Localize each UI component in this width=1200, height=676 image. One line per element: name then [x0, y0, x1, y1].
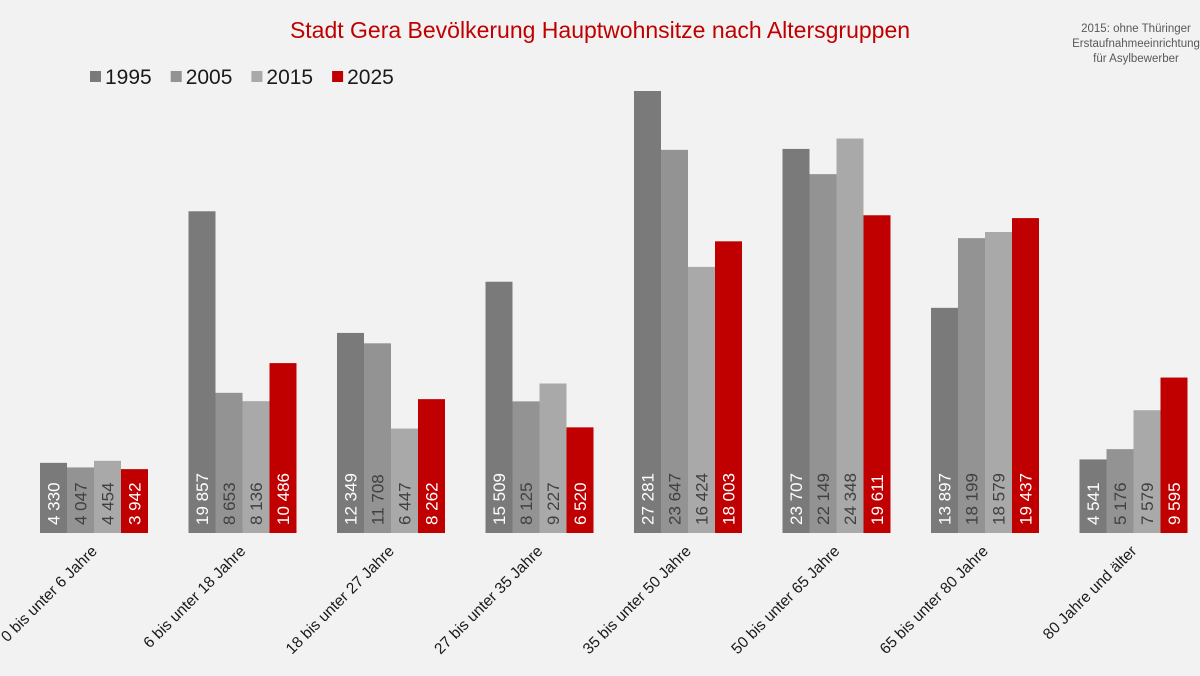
legend-swatch — [332, 71, 344, 82]
data-label: 4 541 — [1084, 482, 1103, 525]
bar-2015 — [94, 460, 121, 533]
bar-2015 — [242, 401, 270, 533]
bar-2015 — [836, 138, 864, 533]
category-label: 50 bis unter 65 Jahre — [728, 543, 843, 658]
bar-2015 — [1133, 410, 1161, 533]
legend-label: 1995 — [105, 66, 152, 89]
category-label: 80 Jahre und älter — [1040, 543, 1140, 643]
bar-1995 — [40, 462, 67, 533]
data-label: 18 199 — [963, 473, 982, 525]
legend-swatch — [170, 71, 182, 82]
data-label: 4 047 — [72, 482, 91, 525]
category-label: 0 bis unter 6 Jahre — [0, 543, 101, 646]
legend-item-2005: 2005 — [170, 66, 233, 89]
legend-swatch — [90, 71, 101, 82]
data-label: 8 136 — [247, 482, 266, 525]
data-label: 9 227 — [544, 482, 563, 525]
data-label: 8 653 — [220, 482, 239, 525]
data-label: 18 003 — [720, 473, 739, 525]
bar-1995 — [782, 148, 810, 533]
data-label: 9 595 — [1165, 482, 1184, 525]
bar-2015 — [539, 383, 567, 533]
bar-2005 — [215, 392, 243, 533]
bar-2005 — [809, 174, 837, 533]
legend-item-2025: 2025 — [332, 66, 394, 89]
chart-title: Stadt Gera Bevölkerung Hauptwohnsitze na… — [290, 17, 910, 43]
data-label: 27 281 — [639, 473, 658, 525]
data-label: 23 647 — [666, 473, 685, 525]
data-label: 16 424 — [693, 473, 712, 525]
bar-2005 — [1106, 449, 1134, 533]
bar-2025 — [418, 399, 445, 533]
data-label: 22 149 — [814, 473, 833, 525]
bar-1995 — [1079, 459, 1107, 533]
legend-item-2015: 2015 — [251, 66, 313, 89]
category-label: 18 bis unter 27 Jahre — [283, 543, 398, 658]
data-label: 13 897 — [936, 473, 955, 525]
bars: 4 330 19 857 12 349 15 509 27 281 23 707 13 89… — [40, 91, 1188, 534]
legend: 1995 2005 2015 2025 — [90, 66, 394, 89]
data-label: 15 509 — [490, 473, 509, 525]
legend-item-1995: 1995 — [90, 66, 152, 89]
data-label: 23 707 — [787, 473, 806, 525]
bar-1995 — [485, 281, 513, 533]
category-label: 35 bis unter 50 Jahre — [580, 543, 695, 658]
bar-2025 — [566, 427, 594, 533]
data-label: 7 579 — [1138, 482, 1157, 525]
chart-note: 2015: ohne Thüringer Erstaufnahmeeinrich… — [1072, 23, 1200, 65]
bar-1995 — [931, 307, 958, 533]
bar-2005 — [958, 238, 985, 533]
data-label: 24 348 — [841, 473, 860, 525]
data-label: 4 330 — [45, 482, 64, 525]
legend-label: 2025 — [347, 66, 394, 89]
data-label: 4 454 — [99, 482, 118, 525]
bar-2025 — [121, 469, 148, 533]
category-label: 27 bis unter 35 Jahre — [431, 543, 546, 658]
data-label: 19 857 — [193, 473, 212, 525]
bar-2025 — [1012, 218, 1039, 533]
bar-2015 — [985, 231, 1012, 533]
category-label: 6 bis unter 18 Jahre — [140, 543, 249, 652]
data-label: 8 125 — [517, 482, 536, 525]
bar-2005 — [661, 149, 688, 533]
data-label: 19 437 — [1017, 473, 1036, 525]
bar-2005 — [67, 467, 94, 533]
bar-2025 — [1160, 377, 1188, 533]
note-line: für Asylbewerber — [1093, 53, 1179, 65]
bar-1995 — [188, 211, 216, 534]
data-label: 8 262 — [423, 482, 442, 525]
data-label: 19 611 — [868, 474, 887, 525]
data-label: 6 520 — [571, 482, 590, 525]
bar-2015 — [688, 266, 715, 533]
bar-2005 — [364, 343, 391, 533]
legend-swatch — [251, 71, 263, 82]
data-label: 12 349 — [342, 473, 361, 525]
data-label: 6 447 — [396, 482, 415, 525]
category-label: 65 bis unter 80 Jahre — [877, 543, 992, 658]
legend-label: 2005 — [186, 66, 233, 89]
bar-2005 — [512, 401, 540, 533]
bar-1995 — [634, 91, 661, 533]
data-label: 10 486 — [274, 473, 293, 525]
bar-2025 — [715, 241, 742, 533]
bar-2015 — [391, 428, 418, 533]
data-label: 18 579 — [990, 473, 1009, 525]
note-line: Erstaufnahmeeinrichtung — [1072, 38, 1200, 50]
note-line: 2015: ohne Thüringer — [1081, 23, 1191, 35]
legend-label: 2015 — [266, 66, 313, 89]
bar-2025 — [269, 363, 297, 533]
bar-1995 — [337, 332, 364, 533]
category-labels: 0 bis unter 6 Jahre 6 bis unter 18 Jahre 1… — [0, 543, 1140, 658]
data-label: 5 176 — [1111, 482, 1130, 525]
bar-2025 — [863, 215, 891, 533]
data-label: 11 708 — [369, 474, 388, 525]
data-label: 3 942 — [126, 482, 145, 525]
